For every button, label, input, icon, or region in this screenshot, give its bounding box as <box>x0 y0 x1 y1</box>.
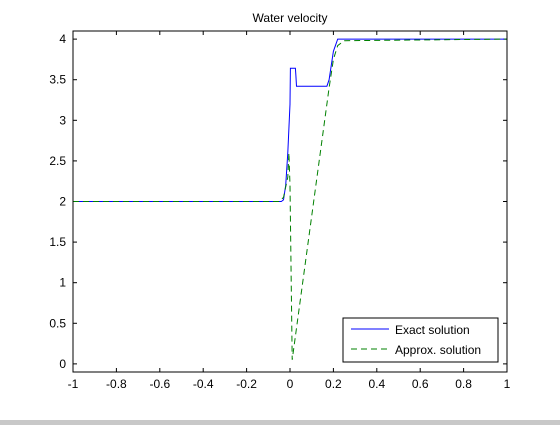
x-tick-label: -0.4 <box>193 377 214 391</box>
y-axis: 0 0.5 1 1.5 2 2.5 3 3.5 4 <box>49 32 507 371</box>
legend: Exact solution Approx. solution <box>342 317 499 363</box>
x-tick-label: 0.8 <box>455 377 472 391</box>
y-tick-label: 2 <box>59 195 66 209</box>
y-tick-label: 2.5 <box>49 154 66 168</box>
x-tick-label: -0.8 <box>106 377 127 391</box>
x-tick-label: 0.2 <box>325 377 342 391</box>
y-tick-label: 3.5 <box>49 73 66 87</box>
chart-title: Water velocity <box>253 11 328 25</box>
y-tick-label: 0.5 <box>49 316 66 330</box>
series-exact-solution-line <box>73 38 507 202</box>
x-tick-label: -0.6 <box>149 377 170 391</box>
series-layer <box>73 38 508 360</box>
x-tick-label: 0 <box>287 377 294 391</box>
y-tick-label: 4 <box>59 32 66 46</box>
x-tick-label: 0.4 <box>368 377 385 391</box>
y-tick-label: 1 <box>59 276 66 290</box>
x-tick-label: 0.6 <box>412 377 429 391</box>
plot-axes-border <box>72 30 508 373</box>
legend-label-approx: Approx. solution <box>395 343 481 357</box>
x-tick-label: -0.2 <box>236 377 257 391</box>
x-tick-label: 1 <box>504 377 511 391</box>
y-tick-label: 3 <box>59 113 66 127</box>
x-axis: -1 -0.8 -0.6 -0.4 -0.2 0 0.2 0.4 0.6 0.8 1 <box>68 31 511 391</box>
series-approx-solution-line <box>73 38 508 360</box>
x-tick-label: -1 <box>68 377 79 391</box>
legend-box <box>342 317 499 363</box>
y-tick-label: 0 <box>59 357 66 371</box>
y-tick-label: 1.5 <box>49 235 66 249</box>
legend-label-exact: Exact solution <box>395 323 470 337</box>
